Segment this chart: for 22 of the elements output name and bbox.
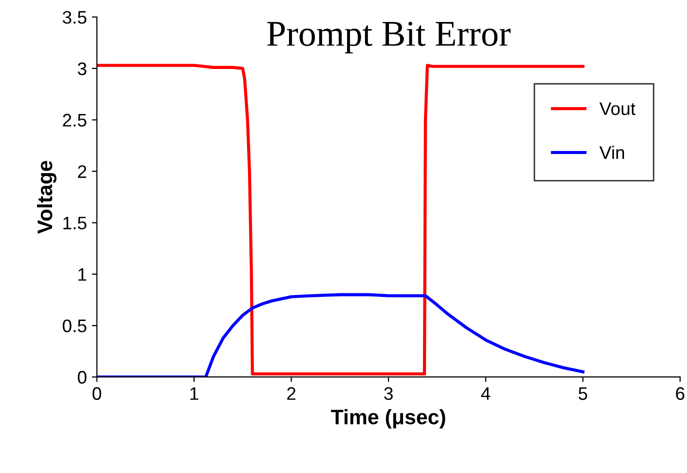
x-tick-label: 6 (676, 387, 684, 400)
x-tick-label: 1 (190, 387, 198, 400)
x-tick-label: 4 (481, 387, 490, 400)
y-axis-title: Voltage (36, 160, 56, 234)
y-tick-label: 1.5 (63, 216, 86, 230)
x-tick-label: 2 (287, 387, 296, 400)
x-tick-label: 0 (92, 387, 102, 400)
y-tick-label: 2.5 (62, 114, 86, 127)
line-series (96, 64, 584, 376)
chart-title: Prompt Bit Error (267, 22, 511, 54)
y-tick-label: 0.5 (62, 319, 86, 332)
legend-label: Vout (599, 102, 636, 116)
y-tick-label: 3.5 (62, 10, 86, 24)
y-tick-label: 3 (78, 62, 86, 76)
line-series (96, 293, 584, 377)
y-tick-label: 2 (78, 165, 86, 178)
legend-label: Vin (599, 146, 624, 159)
y-tick-label: 1 (78, 268, 86, 281)
x-tick-label: 5 (578, 387, 588, 400)
x-tick-label: 3 (384, 387, 393, 400)
x-axis-title: Time (μsec) (331, 409, 446, 429)
y-tick-label: 0 (78, 370, 86, 384)
